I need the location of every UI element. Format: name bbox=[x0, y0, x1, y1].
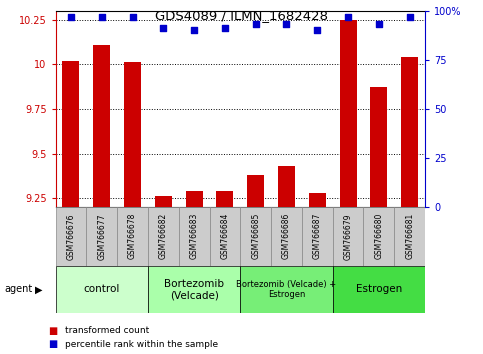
Text: Bortezomib (Velcade) +
Estrogen: Bortezomib (Velcade) + Estrogen bbox=[236, 280, 337, 299]
Point bbox=[283, 22, 290, 27]
Bar bbox=[271, 207, 302, 266]
Text: GSM766680: GSM766680 bbox=[374, 213, 384, 259]
Bar bbox=[155, 196, 172, 207]
Point bbox=[159, 25, 167, 31]
Bar bbox=[401, 57, 418, 207]
Bar bbox=[93, 45, 110, 207]
Text: GSM766682: GSM766682 bbox=[159, 213, 168, 259]
Bar bbox=[370, 87, 387, 207]
Point bbox=[221, 25, 229, 31]
Text: GSM766686: GSM766686 bbox=[282, 213, 291, 259]
Bar bbox=[185, 191, 202, 207]
Text: GSM766678: GSM766678 bbox=[128, 213, 137, 259]
Bar bbox=[309, 193, 326, 207]
Point bbox=[313, 27, 321, 33]
Bar bbox=[86, 207, 117, 266]
Point bbox=[252, 22, 259, 27]
Bar bbox=[216, 191, 233, 207]
Bar bbox=[394, 207, 425, 266]
Point bbox=[406, 14, 413, 19]
Bar bbox=[247, 175, 264, 207]
Bar bbox=[148, 207, 179, 266]
Text: GSM766683: GSM766683 bbox=[190, 213, 199, 259]
Point bbox=[67, 14, 75, 19]
Point bbox=[375, 22, 383, 27]
Text: ▶: ▶ bbox=[35, 284, 43, 295]
Text: GSM766684: GSM766684 bbox=[220, 213, 229, 259]
Text: GDS4089 / ILMN_1682428: GDS4089 / ILMN_1682428 bbox=[155, 9, 328, 22]
Text: control: control bbox=[84, 284, 120, 295]
Bar bbox=[56, 207, 86, 266]
Text: GSM766677: GSM766677 bbox=[97, 213, 106, 259]
Point bbox=[128, 14, 136, 19]
Text: agent: agent bbox=[5, 284, 33, 295]
Text: Bortezomib
(Velcade): Bortezomib (Velcade) bbox=[164, 279, 224, 300]
Text: GSM766685: GSM766685 bbox=[251, 213, 260, 259]
Text: transformed count: transformed count bbox=[65, 326, 149, 336]
Bar bbox=[333, 207, 364, 266]
Text: ■: ■ bbox=[48, 326, 57, 336]
Bar bbox=[333, 266, 425, 313]
Bar bbox=[240, 207, 271, 266]
Bar bbox=[340, 19, 356, 207]
Text: GSM766681: GSM766681 bbox=[405, 213, 414, 259]
Text: GSM766679: GSM766679 bbox=[343, 213, 353, 259]
Bar bbox=[117, 207, 148, 266]
Point bbox=[190, 27, 198, 33]
Text: GSM766676: GSM766676 bbox=[67, 213, 75, 259]
Bar bbox=[210, 207, 240, 266]
Bar bbox=[302, 207, 333, 266]
Point bbox=[344, 14, 352, 19]
Bar bbox=[179, 207, 210, 266]
Point bbox=[98, 14, 106, 19]
Bar bbox=[364, 207, 394, 266]
Text: GSM766687: GSM766687 bbox=[313, 213, 322, 259]
Bar bbox=[124, 62, 141, 207]
Bar bbox=[148, 266, 241, 313]
Bar bbox=[240, 266, 333, 313]
Bar bbox=[278, 166, 295, 207]
Text: ■: ■ bbox=[48, 339, 57, 349]
Text: Estrogen: Estrogen bbox=[355, 284, 402, 295]
Text: percentile rank within the sample: percentile rank within the sample bbox=[65, 339, 218, 349]
Bar bbox=[62, 61, 79, 207]
Bar bbox=[56, 266, 148, 313]
